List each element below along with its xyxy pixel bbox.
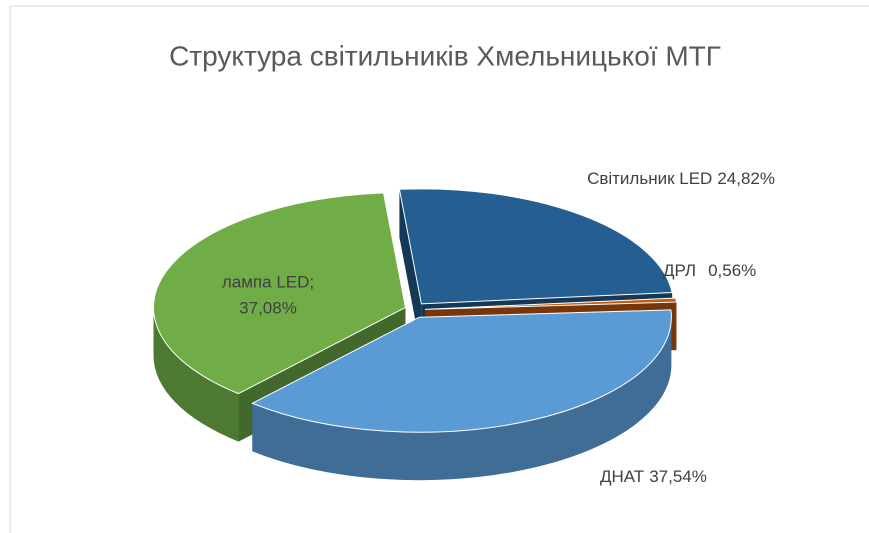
chart-title: Структура світильників Хмельницької МТГ [169,40,721,71]
slice [398,188,673,305]
slice [153,192,407,395]
slice-wall [399,189,422,352]
data-label-value: 37,54% [649,467,707,486]
data-label: ДРЛ 0,56% [663,261,756,280]
slice [424,297,678,310]
data-label-category: ДНАТ [600,467,644,486]
data-label-category: ДРЛ [663,261,696,280]
data-label-category: Світильник LED [587,169,712,188]
data-label: Світильник LED 24,82% [587,169,775,188]
slice-side [252,317,672,481]
data-label: ДНАТ 37,54% [600,467,707,486]
slice [251,309,672,433]
data-label-value: 37,08% [239,298,297,317]
slice-side [153,307,239,442]
data-label-value: 0,56% [708,261,756,280]
data-label-category: лампа LED; [222,272,314,291]
data-label-value: 24,82% [717,169,775,188]
